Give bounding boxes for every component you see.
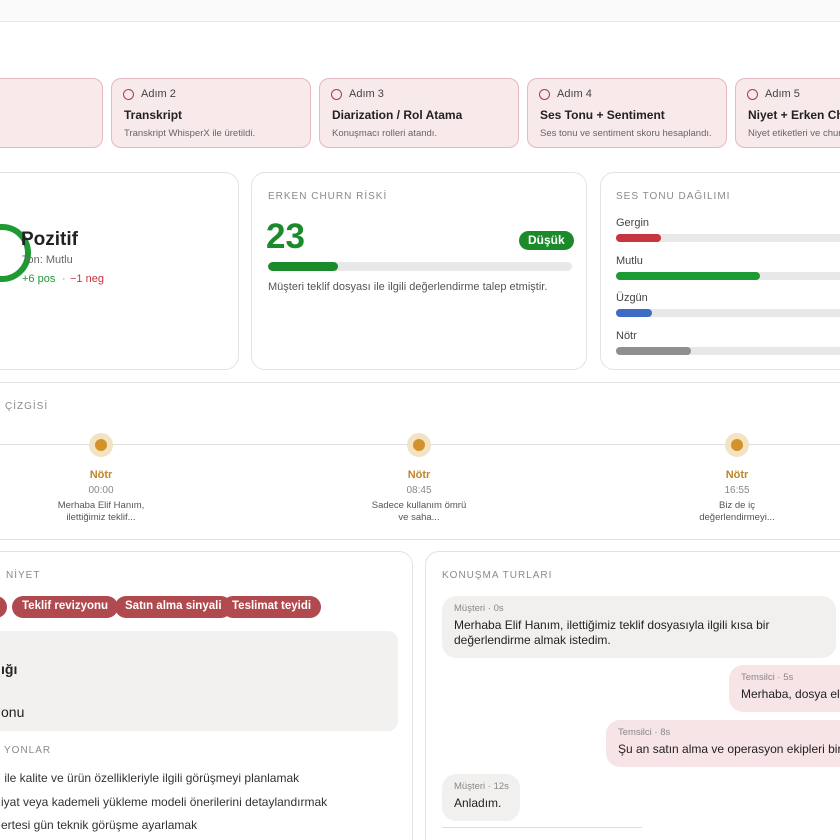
steps: Adım 2 Transkript Transkript WhisperX ile … [0,0,840,160]
intent-card: NİYET ığı onu YONLAR Teklif revizyonu Sat… [0,551,413,840]
action-item: ertesi gün teknik görüşme ayarlamak [1,818,198,832]
churn-note: Müşteri teklif dosyası ile ilgili değerl… [268,281,548,293]
step-card [0,78,103,148]
step-card: Adım 5 Niyet + Erken Churn Niyet etiketler… [735,78,840,148]
actions-title: YONLAR [4,745,52,756]
tone-title: SES TONU DAĞILIMI [616,191,731,202]
churn-badge: Düşük [519,231,574,250]
node-text: Merhaba Elif Hanım, ilettiğimiz teklif..… [57,500,145,523]
chip [0,596,7,618]
chat-bubble: Müşteri · 0s Merhaba Elif Hanım, ilettiği… [442,596,836,658]
step-icon [539,89,550,100]
sentiment-neg: −1 neg [70,273,104,285]
chat-text: Anladım. [454,796,502,810]
timeline-node [725,433,749,457]
step-icon [123,89,134,100]
summary-line: ığı [1,661,18,677]
chat-bubble: Temsilci · 5s Merhaba, dosya elin [729,665,840,712]
step-desc: Transkript WhisperX ile üretildi. [124,128,256,139]
action-item: ile kalite ve ürün özellikleriyle ilgili… [1,771,300,785]
tone-track [616,234,840,242]
sentiment-pos: +6 pos [22,273,56,285]
tone-label: Nötr [616,329,637,342]
node-text: Sadece kullanım ömrü ve saha... [371,500,467,523]
step-card: Adım 2 Transkript Transkript WhisperX ile … [111,78,311,148]
step-card: Adım 4 Ses Tonu + Sentiment Ses tonu ve se… [527,78,727,148]
sentiment-card: Pozitif Ton: Mutlu +6 pos · −1 neg [0,172,239,370]
step-icon [331,89,342,100]
chip: Teslimat teyidi [222,596,322,618]
chat-meta: Müşteri · 12s [454,781,509,792]
tone-track [616,271,840,280]
sentiment-sep: · [62,273,66,285]
tone-label: Mutlu [616,254,643,267]
tone-bar [616,271,760,280]
summary-line: onu [1,704,25,720]
divider [442,827,642,828]
step-desc: Niyet etiketleri ve churn [748,128,840,139]
step-label: Adım 2 [141,88,176,100]
top-bar [0,0,840,22]
turns-title: KONUŞMA TURLARI [442,570,553,581]
node-time: 08:45 [406,485,432,496]
tone-track [616,346,840,355]
chip: Teklif revizyonu [12,596,119,618]
intent-title: NİYET [6,570,41,581]
timeline-node [407,433,431,457]
turns-card: KONUŞMA TURLARI Müşteri · 0s Merhaba Elif… [425,551,840,840]
tone-card: SES TONU DAĞILIMI Gergin Mutlu Üzgün Nötr [600,172,840,370]
node-icon [95,439,107,451]
chip: Satın alma sinyali [115,596,232,618]
node-time: 16:55 [724,485,750,496]
chat-text: Merhaba Elif Hanım, ilettiğimiz teklif d… [454,618,770,647]
node-label: Nötr [407,469,431,481]
step-title: Niyet + Erken Churn [748,108,840,122]
tone-label: Üzgün [616,292,648,304]
sentiment-tone: Ton: Mutlu [22,254,73,266]
chat-bubble: Temsilci · 8s Şu an satın alma ve operasy… [606,720,840,767]
chat-meta: Temsilci · 5s [741,672,794,683]
node-time: 00:00 [88,485,114,496]
tone-bar [616,346,691,355]
churn-bar [268,262,338,271]
step-title: Ses Tonu + Sentiment [540,108,665,122]
churn-card: ERKEN CHURN RİSKİ 23 Düşük Müşteri tekli… [251,172,587,370]
chat-text: Şu an satın alma ve operasyon ekipleri b… [618,742,840,756]
step-desc: Konuşmacı rolleri atandı. [332,128,438,139]
tone-bar [616,234,661,242]
node-icon [731,439,743,451]
churn-track [268,262,572,271]
step-label: Adım 3 [349,88,384,100]
chat-text: Merhaba, dosya elin [741,687,840,701]
step-title: Diarization / Rol Atama [332,108,463,122]
node-label: Nötr [89,469,113,481]
summary-box: ığı onu [0,631,398,731]
chat-meta: Müşteri · 0s [454,603,504,614]
timeline-title: ÇİZGİSİ [5,401,49,412]
node-label: Nötr [725,469,749,481]
step-icon [747,89,758,100]
timeline-node [89,433,113,457]
tone-track [616,309,840,317]
sentiment-label: Pozitif [21,229,78,250]
tone-label: Gergin [616,217,650,229]
step-card: Adım 3 Diarization / Rol Atama Konuşmacı r… [319,78,519,148]
tone-bar [616,309,652,317]
churn-title: ERKEN CHURN RİSKİ [268,191,388,202]
node-icon [413,439,425,451]
step-desc: Ses tonu ve sentiment skoru hesaplandı. [540,128,712,139]
action-item: iyat veya kademeli yükleme modeli öneril… [1,794,328,809]
step-label: Adım 5 [765,88,800,100]
step-label: Adım 4 [557,88,592,100]
node-text: Biz de iç değerlendirmeyi... [699,500,775,523]
timeline-section: ÇİZGİSİ Nötr 00:00 Merhaba Elif Hanım, ile… [0,382,840,540]
churn-value: 23 [266,217,305,256]
step-title: Transkript [124,108,183,122]
chat-bubble: Müşteri · 12s Anladım. [442,774,520,821]
chat-meta: Temsilci · 8s [618,727,671,738]
